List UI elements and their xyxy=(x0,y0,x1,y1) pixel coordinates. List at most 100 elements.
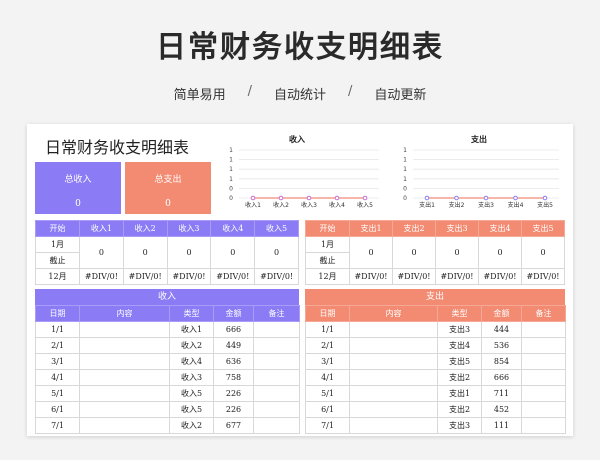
type-cell[interactable]: 收入1 xyxy=(169,321,214,338)
note-cell[interactable] xyxy=(253,337,300,354)
amount-cell[interactable]: 226 xyxy=(213,385,254,402)
period-end[interactable]: 12月 xyxy=(305,268,350,285)
expense-avg-cell[interactable]: #DIV/0! xyxy=(392,268,436,285)
income-col-header[interactable]: 类型 xyxy=(169,305,214,322)
content-cell[interactable] xyxy=(79,401,170,418)
expense-avg-cell[interactable]: #DIV/0! xyxy=(435,268,479,285)
date-cell[interactable]: 2/1 xyxy=(305,337,350,354)
income-chart-data-point[interactable] xyxy=(362,195,368,201)
content-cell[interactable] xyxy=(79,337,170,354)
amount-cell[interactable]: 758 xyxy=(213,369,254,386)
note-cell[interactable] xyxy=(521,385,566,402)
type-cell[interactable]: 收入2 xyxy=(169,417,214,434)
content-cell[interactable] xyxy=(349,417,438,434)
expense-col-header[interactable]: 类型 xyxy=(437,305,482,322)
period-start[interactable]: 1月 xyxy=(35,236,80,253)
date-cell[interactable]: 6/1 xyxy=(305,401,350,418)
expense-chart-data-point[interactable] xyxy=(542,195,548,201)
expense-sum-cell[interactable]: 0 xyxy=(392,236,436,269)
note-cell[interactable] xyxy=(253,385,300,402)
income-sum-cell[interactable]: 0 xyxy=(122,236,168,269)
note-cell[interactable] xyxy=(521,353,566,370)
expense-col-header[interactable]: 备注 xyxy=(521,305,566,322)
note-cell[interactable] xyxy=(521,401,566,418)
content-cell[interactable] xyxy=(349,321,438,338)
type-cell[interactable]: 收入3 xyxy=(169,369,214,386)
amount-cell[interactable]: 226 xyxy=(213,401,254,418)
amount-cell[interactable]: 677 xyxy=(213,417,254,434)
expense-chart[interactable]: 1 1 1 1 0 0 支出1 支出2 支出3 支出4 支出5 xyxy=(399,144,565,216)
expense-chart-data-point[interactable] xyxy=(454,195,459,201)
type-cell[interactable]: 支出2 xyxy=(437,401,482,418)
income-avg-cell[interactable]: #DIV/0! xyxy=(166,268,212,285)
amount-cell[interactable]: 444 xyxy=(481,321,522,338)
note-cell[interactable] xyxy=(253,417,300,434)
expense-chart-data-point[interactable] xyxy=(424,195,430,201)
type-cell[interactable]: 收入5 xyxy=(169,385,214,402)
income-chart-data-point[interactable] xyxy=(334,195,340,201)
content-cell[interactable] xyxy=(79,321,170,338)
expense-avg-cell[interactable]: #DIV/0! xyxy=(521,268,565,285)
amount-cell[interactable]: 666 xyxy=(213,321,254,338)
income-avg-cell[interactable]: #DIV/0! xyxy=(254,268,299,285)
expense-col-header[interactable]: 日期 xyxy=(305,305,350,322)
income-sum-cell[interactable]: 0 xyxy=(254,236,299,269)
date-cell[interactable]: 4/1 xyxy=(35,369,80,386)
income-sum-cell[interactable]: 0 xyxy=(166,236,212,269)
amount-cell[interactable]: 636 xyxy=(213,353,254,370)
income-avg-cell[interactable]: #DIV/0! xyxy=(79,268,124,285)
note-cell[interactable] xyxy=(521,417,566,434)
income-chart-data-point[interactable] xyxy=(306,195,312,201)
content-cell[interactable] xyxy=(349,353,438,370)
note-cell[interactable] xyxy=(253,321,300,338)
date-cell[interactable]: 5/1 xyxy=(305,385,350,402)
content-cell[interactable] xyxy=(79,353,170,370)
income-sum-cell[interactable]: 0 xyxy=(79,236,124,269)
amount-cell[interactable]: 111 xyxy=(481,417,522,434)
date-cell[interactable]: 7/1 xyxy=(35,417,80,434)
income-sum-cell[interactable]: 0 xyxy=(210,236,256,269)
expense-col-header[interactable]: 内容 xyxy=(349,305,438,322)
note-cell[interactable] xyxy=(253,401,300,418)
content-cell[interactable] xyxy=(349,369,438,386)
date-cell[interactable]: 2/1 xyxy=(35,337,80,354)
expense-sum-cell[interactable]: 0 xyxy=(521,236,565,269)
date-cell[interactable]: 3/1 xyxy=(305,353,350,370)
note-cell[interactable] xyxy=(253,353,300,370)
content-cell[interactable] xyxy=(79,369,170,386)
content-cell[interactable] xyxy=(79,417,170,434)
type-cell[interactable]: 收入2 xyxy=(169,337,214,354)
type-cell[interactable]: 支出5 xyxy=(437,353,482,370)
income-col-header[interactable]: 备注 xyxy=(253,305,300,322)
expense-chart-data-point[interactable] xyxy=(513,195,518,201)
type-cell[interactable]: 收入5 xyxy=(169,401,214,418)
income-avg-cell[interactable]: #DIV/0! xyxy=(122,268,168,285)
expense-sum-cell[interactable]: 0 xyxy=(349,236,393,269)
note-cell[interactable] xyxy=(521,337,566,354)
income-avg-cell[interactable]: #DIV/0! xyxy=(210,268,256,285)
type-cell[interactable]: 支出4 xyxy=(437,337,482,354)
amount-cell[interactable]: 536 xyxy=(481,337,522,354)
expense-chart-data-point[interactable] xyxy=(483,195,489,201)
income-chart[interactable]: 1 1 1 1 0 0 收入1 收入2 收入3 收入4 收入5 xyxy=(225,144,385,216)
expense-sum-cell[interactable]: 0 xyxy=(478,236,522,269)
amount-cell[interactable]: 711 xyxy=(481,385,522,402)
type-cell[interactable]: 收入4 xyxy=(169,353,214,370)
expense-avg-cell[interactable]: #DIV/0! xyxy=(349,268,393,285)
income-chart-data-point[interactable] xyxy=(250,195,256,201)
date-cell[interactable]: 1/1 xyxy=(305,321,350,338)
period-end[interactable]: 12月 xyxy=(35,268,80,285)
date-cell[interactable]: 1/1 xyxy=(35,321,80,338)
amount-cell[interactable]: 854 xyxy=(481,353,522,370)
date-cell[interactable]: 3/1 xyxy=(35,353,80,370)
content-cell[interactable] xyxy=(349,385,438,402)
amount-cell[interactable]: 452 xyxy=(481,401,522,418)
amount-cell[interactable]: 666 xyxy=(481,369,522,386)
total-income-box[interactable]: 总收入 0 xyxy=(35,162,121,214)
amount-cell[interactable]: 449 xyxy=(213,337,254,354)
date-cell[interactable]: 4/1 xyxy=(305,369,350,386)
type-cell[interactable]: 支出3 xyxy=(437,417,482,434)
expense-avg-cell[interactable]: #DIV/0! xyxy=(478,268,522,285)
note-cell[interactable] xyxy=(521,321,566,338)
income-col-header[interactable]: 内容 xyxy=(79,305,170,322)
